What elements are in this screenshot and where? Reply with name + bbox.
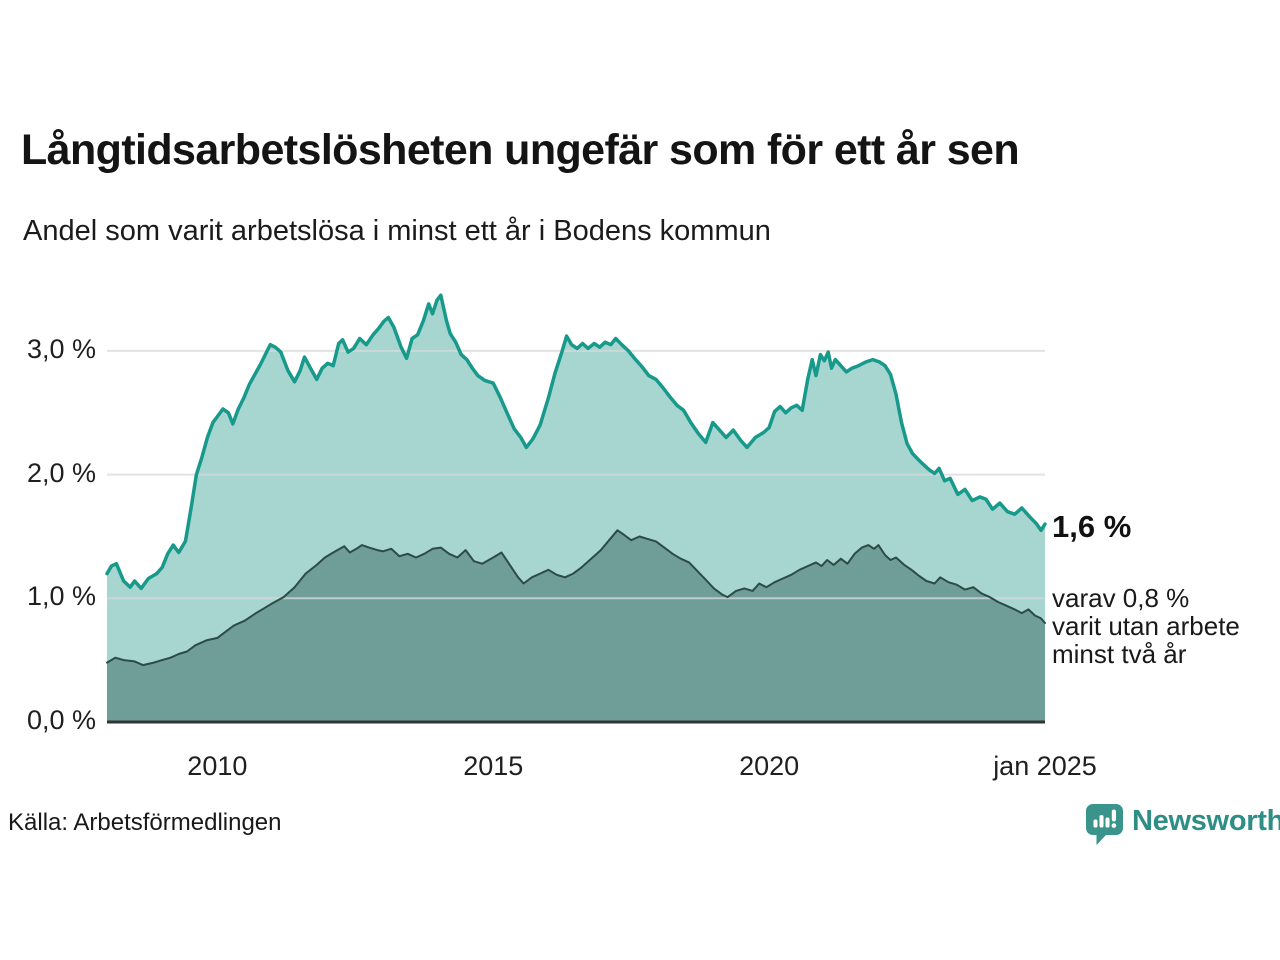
series-line-0 bbox=[105, 293, 1047, 591]
series-area-0 bbox=[107, 295, 1045, 722]
series-line-1 bbox=[106, 529, 1046, 667]
x-tick-label: 2015 bbox=[463, 751, 524, 781]
bar-chart-speech-bubble-icon bbox=[1086, 804, 1123, 845]
newsworthy-wordmark: Newsworthy bbox=[1132, 805, 1280, 837]
page-subtitle: Andel som varit arbetslösa i minst ett å… bbox=[23, 215, 771, 247]
y-tick-label: 2,0 % bbox=[26, 457, 96, 488]
source-attribution: Källa: Arbetsförmedlingen bbox=[8, 809, 282, 836]
secondary-annotation-line1: varav 0,8 % bbox=[1052, 583, 1190, 613]
y-tick-label: 1,0 % bbox=[26, 581, 96, 612]
series-area-1 bbox=[107, 530, 1045, 722]
x-tick-label: 2010 bbox=[187, 751, 248, 781]
page-title: Långtidsarbetslösheten ungefär som för e… bbox=[21, 126, 1020, 174]
secondary-annotation-line2: varit utan arbete bbox=[1052, 611, 1240, 641]
y-tick-label: 3,0 % bbox=[26, 333, 96, 364]
latest-value-annotation: 1,6 % bbox=[1052, 509, 1132, 544]
x-tick-label: jan 2025 bbox=[993, 751, 1097, 781]
newsworthy-logo: Newsworthy bbox=[1086, 804, 1280, 846]
secondary-annotation: varav 0,8 % varit utan arbete minst två … bbox=[1052, 584, 1240, 668]
y-tick-label: 0,0 % bbox=[26, 705, 96, 735]
secondary-annotation-line3: minst två år bbox=[1052, 639, 1187, 669]
x-tick-label: 2020 bbox=[739, 751, 800, 781]
